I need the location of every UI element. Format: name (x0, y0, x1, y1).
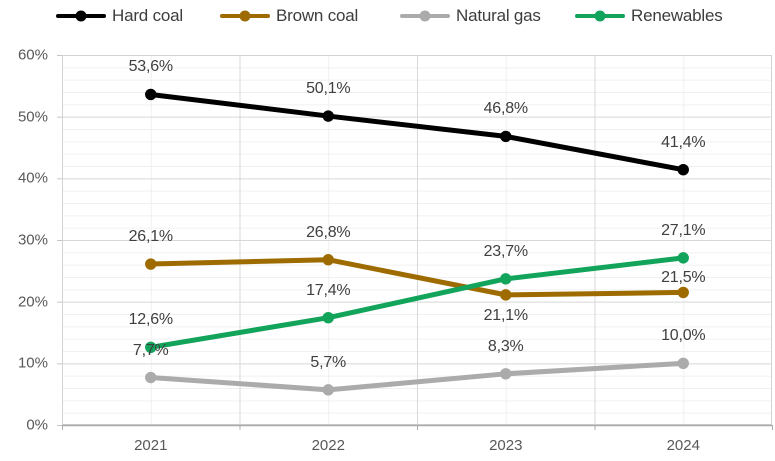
data-label-hard-coal-2022: 50,1% (306, 80, 351, 98)
data-point-marker-brown-coal-2022 (322, 254, 334, 266)
legend-dot (75, 10, 87, 22)
legend-line-marker-icon (56, 5, 106, 27)
data-point-marker-natural-gas-2022 (322, 384, 334, 396)
data-point-marker-hard-coal-2022 (322, 110, 334, 122)
data-point-marker-brown-coal-2021 (145, 258, 157, 270)
x-axis-tick-label: 2021 (134, 437, 168, 454)
data-label-brown-coal-2022: 26,8% (306, 223, 351, 241)
legend-label: Renewables (631, 6, 723, 25)
data-label-hard-coal-2023: 46,8% (483, 100, 529, 118)
data-point-marker-renewables-2024 (677, 252, 689, 264)
data-label-brown-coal-2023: 21,1% (483, 306, 529, 324)
x-axis-tick-label: 2022 (311, 437, 345, 454)
series-line-hard-coal (148, 91, 686, 173)
y-axis-tick-label: 30% (17, 231, 48, 249)
legend-line-marker-icon (575, 5, 625, 27)
data-label-hard-coal-2021: 53,6% (128, 58, 174, 76)
data-label-hard-coal-2024: 41,4% (661, 133, 706, 151)
data-label-brown-coal-2021: 26,1% (128, 228, 174, 246)
data-label-natural-gas-2022: 5,7% (310, 353, 347, 371)
data-label-renewables-2022: 17,4% (306, 281, 351, 299)
series-line-natural-gas (148, 360, 686, 393)
legend-label: Hard coal (112, 6, 183, 25)
data-point-marker-hard-coal-2023 (500, 130, 512, 143)
data-point-marker-brown-coal-2023 (500, 289, 512, 301)
legend-item-renewables: Renewables (575, 4, 723, 28)
data-label-natural-gas-2023: 8,3% (487, 337, 524, 355)
legend-item-hard-coal: Hard coal (56, 4, 183, 28)
data-point-marker-hard-coal-2021 (145, 88, 157, 101)
y-axis-tick-label: 40% (17, 169, 48, 187)
legend-label: Brown coal (276, 6, 359, 25)
x-axis-tick-label: 2023 (489, 437, 523, 454)
y-axis-tick-label: 0% (26, 416, 48, 434)
data-point-marker-hard-coal-2024 (677, 164, 689, 176)
legend-dot (239, 10, 251, 22)
data-point-marker-renewables-2022 (322, 312, 334, 324)
data-label-renewables-2021: 12,6% (128, 311, 174, 329)
series-line-renewables (148, 255, 686, 350)
legend-line-marker-icon (220, 5, 270, 27)
data-point-marker-renewables-2023 (500, 273, 512, 285)
legend-line-marker-icon (400, 5, 450, 27)
data-label-renewables-2024: 27,1% (661, 221, 706, 239)
legend-dot (594, 10, 606, 22)
legend-label: Natural gas (456, 6, 541, 25)
data-point-marker-natural-gas-2023 (500, 368, 512, 380)
legend-item-brown-coal: Brown coal (220, 4, 358, 28)
series-line-brown-coal (148, 257, 686, 298)
y-axis-tick-label: 10% (17, 354, 48, 372)
data-point-marker-brown-coal-2024 (677, 286, 689, 299)
plot-border (62, 55, 772, 425)
y-axis-tick-label: 60% (17, 46, 48, 64)
data-label-brown-coal-2024: 21,5% (661, 269, 706, 287)
y-axis-tick-label: 50% (17, 108, 48, 126)
x-axis-tick-label: 2024 (666, 437, 700, 454)
legend-dot (419, 10, 431, 22)
data-label-renewables-2023: 23,7% (483, 242, 529, 260)
legend-item-natural-gas: Natural gas (400, 4, 541, 28)
data-point-marker-natural-gas-2021 (145, 371, 157, 384)
data-label-natural-gas-2024: 10,0% (661, 327, 706, 345)
data-point-marker-natural-gas-2024 (677, 357, 689, 370)
data-point-marker-renewables-2021 (145, 341, 157, 353)
y-axis-tick-label: 20% (17, 293, 48, 311)
data-label-natural-gas-2021: 7,7% (132, 341, 169, 359)
